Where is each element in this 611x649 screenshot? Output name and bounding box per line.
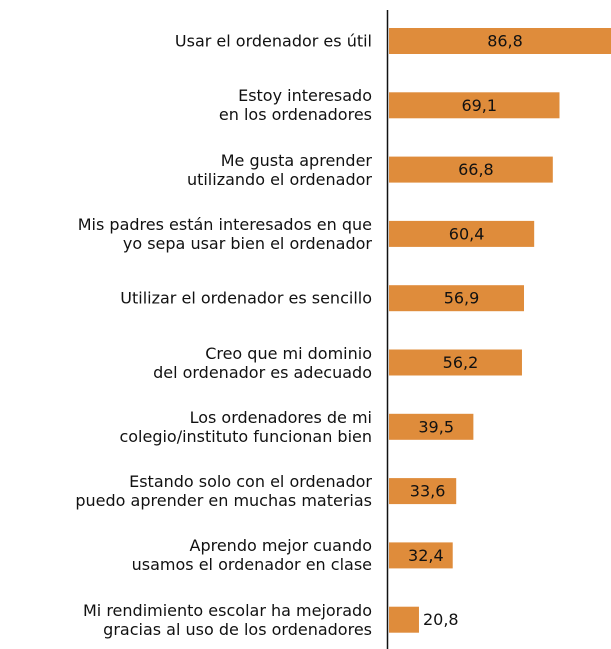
data-label: 66,8 (458, 160, 494, 179)
data-label: 56,2 (443, 353, 479, 372)
category-label: Mis padres están interesados en que yo s… (77, 214, 372, 253)
data-label: 86,8 (487, 32, 523, 51)
bar (389, 478, 457, 505)
category-label: Me gusta aprender utilizando el ordenado… (186, 150, 372, 189)
data-label: 32,4 (408, 546, 444, 565)
bar (389, 606, 419, 633)
bar (389, 285, 525, 312)
data-label: 56,9 (444, 289, 480, 308)
data-label: 20,8 (423, 610, 459, 629)
data-label: 39,5 (418, 417, 454, 436)
category-label: Usar el ordenador es útil (174, 31, 372, 51)
category-label: Los ordenadores de mi colegio/instituto … (119, 407, 372, 446)
bar (389, 349, 522, 376)
bar (389, 413, 474, 440)
category-label: Mi rendimiento escolar ha mejorado graci… (82, 600, 372, 639)
data-label: 33,6 (410, 482, 446, 501)
bar (389, 220, 535, 247)
category-label: Creo que mi dominio del ordenador es ade… (153, 343, 372, 382)
category-label: Estoy interesado en los ordenadores (218, 86, 372, 125)
category-label: Utilizar el ordenador es sencillo (120, 288, 372, 308)
category-label: Aprendo mejor cuando usamos el ordenador… (131, 536, 372, 575)
bar (389, 92, 560, 119)
bar (389, 156, 553, 183)
bar (389, 542, 453, 569)
category-label: Estando solo con el ordenador puedo apre… (75, 472, 372, 511)
data-label: 69,1 (461, 96, 497, 115)
bar (389, 28, 611, 54)
data-label: 60,4 (449, 224, 485, 243)
